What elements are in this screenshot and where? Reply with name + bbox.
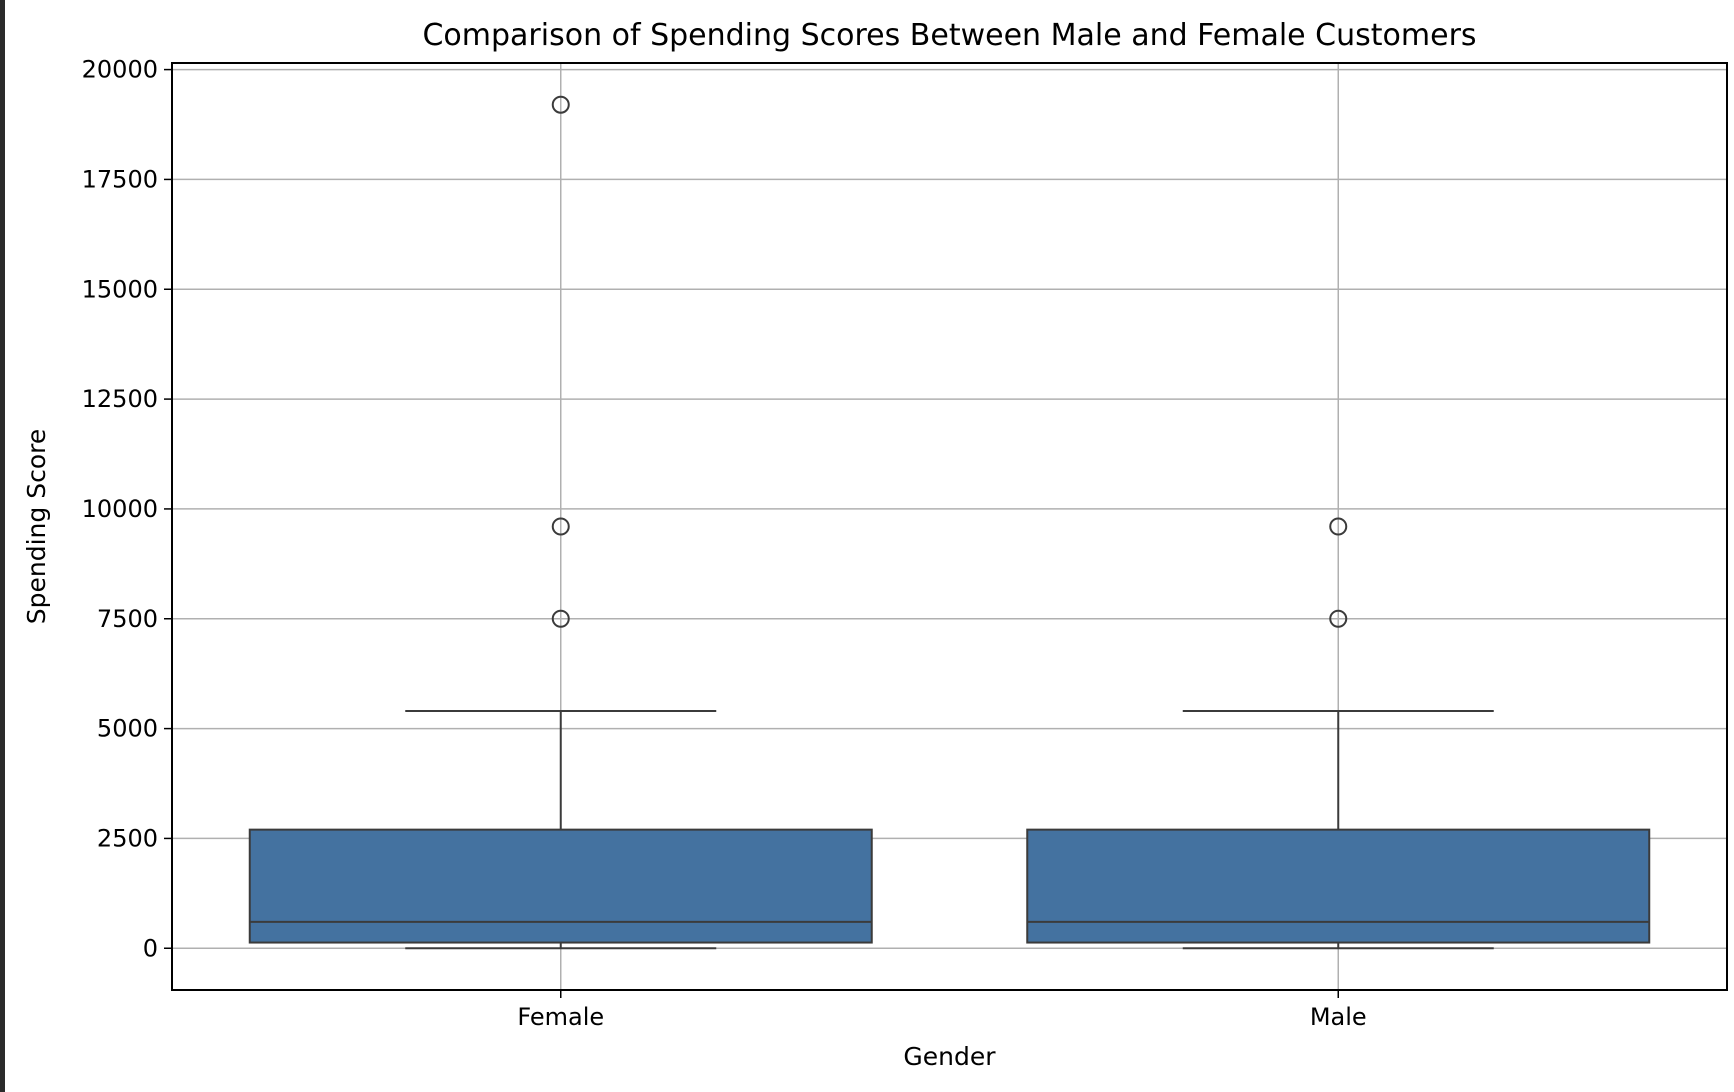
- outlier-point: [1329, 517, 1348, 536]
- iqr-box: [1026, 828, 1651, 944]
- y-axis-label: Spending Score: [22, 429, 51, 624]
- y-tick-label: 5000: [97, 715, 158, 743]
- window-edge: [0, 0, 5, 1092]
- y-axis: 0 2500 5000 7500 10000 12500 15000 17500 20000: [82, 56, 172, 962]
- y-tick-label: 12500: [82, 385, 158, 413]
- outlier-point: [551, 517, 570, 536]
- boxes-layer: [248, 95, 1651, 950]
- box-male: [1026, 517, 1651, 950]
- plot-frame: [171, 62, 1728, 991]
- outlier-point: [1329, 609, 1348, 628]
- x-tick-label: Female: [517, 1003, 604, 1031]
- y-tick-label: 20000: [82, 56, 158, 84]
- y-tick-label: 7500: [97, 605, 158, 633]
- chart-title: Comparison of Spending Scores Between Ma…: [422, 18, 1476, 53]
- x-tick-label: Male: [1310, 1003, 1367, 1031]
- x-axis: Female Male: [517, 990, 1367, 1031]
- y-tick-label: 0: [143, 934, 158, 962]
- outlier-point: [551, 95, 570, 114]
- y-tick-label: 10000: [82, 495, 158, 523]
- y-tick-label: 2500: [97, 824, 158, 852]
- iqr-box: [248, 828, 873, 944]
- box-female: [248, 95, 873, 950]
- outlier-point: [551, 609, 570, 628]
- x-axis-label: Gender: [903, 1042, 996, 1071]
- y-tick-label: 15000: [82, 275, 158, 303]
- y-tick-label: 17500: [82, 165, 158, 193]
